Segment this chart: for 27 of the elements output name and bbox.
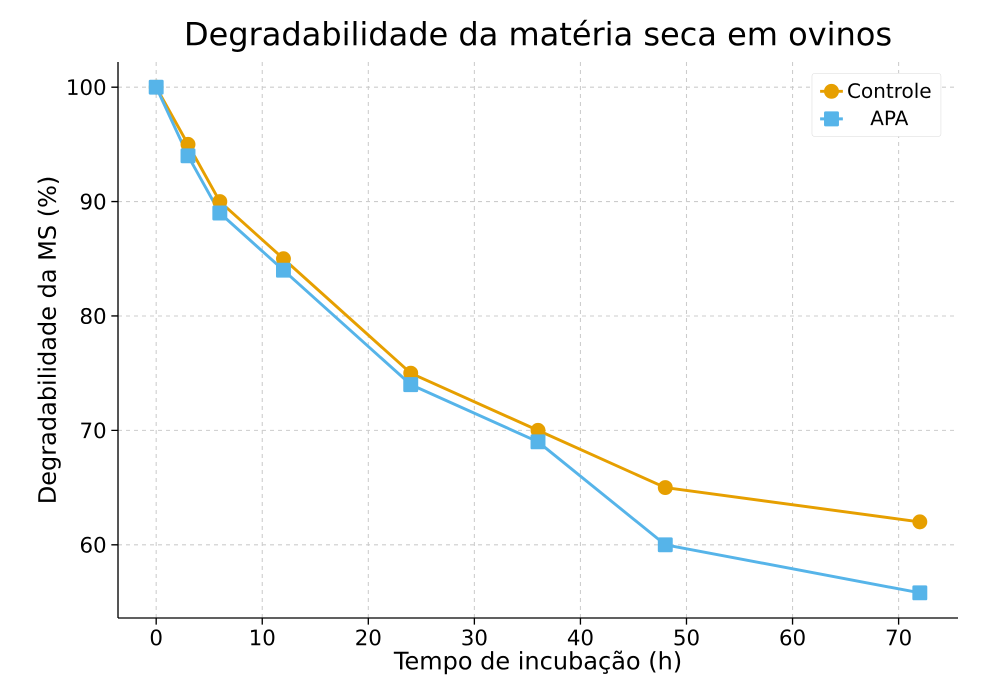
x-tick-label: 60	[780, 629, 805, 646]
x-tick-label: 10	[251, 629, 274, 646]
x-tick-label: 30	[462, 629, 487, 646]
x-tick-label: 40	[568, 629, 593, 646]
y-tick-label: 60	[80, 536, 106, 553]
point	[403, 377, 418, 392]
legend-label: Controle	[848, 82, 931, 98]
chart-title: Degradabilidade da matéria seca em ovinos	[187, 20, 891, 52]
point	[912, 585, 928, 600]
y-axis-title: Degradabilidade da MS (%)	[38, 178, 61, 502]
point	[276, 262, 291, 278]
x-tick-label: 0	[150, 629, 162, 646]
legend-label: APA	[870, 110, 908, 126]
x-tick-label: 20	[356, 629, 380, 646]
y-tick-label: 70	[81, 422, 106, 438]
point	[212, 206, 228, 220]
y-tick-label: 100	[68, 79, 106, 96]
point	[658, 480, 673, 496]
y-tick-label: 90	[80, 194, 106, 210]
x-tick-label: 50	[674, 629, 699, 646]
point	[530, 434, 546, 450]
x-axis-title: Tempo de incubação (h)	[394, 650, 680, 674]
point	[912, 514, 928, 530]
x-tick-label: 70	[886, 629, 911, 646]
point	[180, 148, 196, 164]
point	[658, 537, 673, 552]
y-tick-label: 80	[80, 308, 106, 324]
